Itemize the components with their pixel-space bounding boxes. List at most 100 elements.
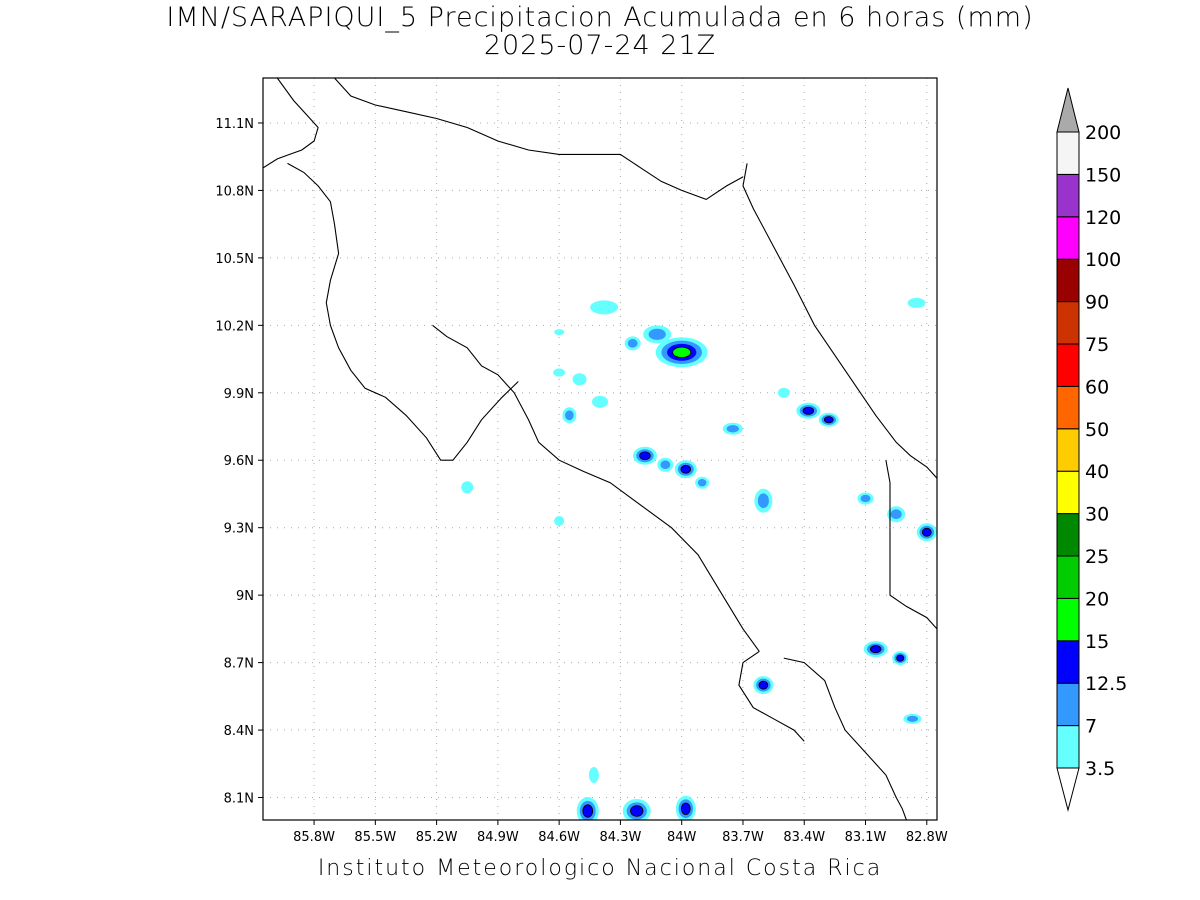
rain-cell [947,675,959,687]
rain-cell [461,481,474,494]
rain-cell [672,346,692,358]
lon-tick-label: 83.1W [845,830,887,845]
rain-cell [945,354,959,365]
lat-tick-label: 10.5N [215,252,254,267]
rain-cell [939,305,955,319]
rain-cell [823,416,834,424]
colorbar-swatch [1056,513,1080,557]
rain-cell [947,533,956,540]
rain-cell [554,329,565,336]
colorbar-swatch [1056,597,1080,642]
colorbar-swatch [1056,131,1080,175]
colorbar-swatch [1056,555,1080,599]
lon-tick-label: 84.9W [477,830,519,845]
rain-cell [869,645,882,654]
map-subtitle: 2025-07-24 21Z [483,30,717,61]
colorbar-lower-arrow [1056,767,1080,812]
rain-cell [697,479,707,487]
rain-cell [802,406,815,415]
rain-cell [890,509,902,520]
colorbar-swatch [1056,385,1080,430]
lat-tick-label: 10.8N [215,184,254,199]
map-title: IMN/SARAPIQUI_5 Precipitacion Acumulada … [166,2,1034,33]
rain-cell [639,451,651,461]
rain-cell [627,339,638,348]
rain-cell [592,395,608,408]
coastlines [263,78,937,820]
colorbar-label: 25 [1085,546,1109,568]
colorbar-label: 7 [1085,716,1097,738]
rain-cell [588,767,599,784]
colorbar-label: 40 [1085,461,1109,483]
colorbar-swatch [1056,216,1080,260]
rain-cell [726,425,739,433]
colorbar-swatch [1056,343,1080,387]
colorbar-label: 75 [1085,334,1109,356]
rain-cell [553,368,566,377]
coastline [334,78,744,201]
colorbar-label: 20 [1085,588,1109,610]
rain-cell [953,389,961,396]
rain-cell [948,385,967,401]
lat-tick-label: 11.1N [215,117,254,132]
lat-tick-label: 8.4N [224,724,254,739]
rain-cell [590,300,619,315]
coastline [885,460,891,528]
rain-cell [896,654,905,662]
colorbar-label: 200 [1085,122,1121,144]
colorbar-label: 60 [1085,376,1109,398]
lat-tick-label: 9.6N [224,454,254,469]
colorbar-swatch [1056,428,1080,472]
rain-cell [860,494,871,503]
colorbar: 3.5 7 12.5 15 20 25 30 40 50 60 75 90 100 120 150 200 [1056,87,1127,812]
rain-cell [554,515,565,526]
rain-cell [648,328,666,340]
rain-cell [572,373,587,386]
lat-tick-label: 8.1N [224,792,254,807]
colorbar-label: 3.5 [1085,758,1115,780]
lat-tick-label: 9.3N [224,522,254,537]
rain-cell [940,350,962,368]
colorbar-label: 30 [1085,504,1109,526]
rain-cell [680,802,691,815]
rain-cell [660,460,671,470]
lat-tick-label: 8.7N [224,657,254,672]
colorbar-swatch [1056,173,1080,218]
coastline [287,162,519,461]
colorbar-label: 15 [1085,631,1109,653]
rain-cell [945,383,969,403]
colorbar-swatch [1056,258,1080,303]
lon-tick-label: 84.3W [600,830,642,845]
colorbar-upper-arrow [1056,87,1080,133]
rain-cell [907,297,926,308]
lon-tick-label: 85.2W [416,830,458,845]
colorbar-swatch [1056,301,1080,345]
coastline [742,163,937,479]
rain-cell [777,387,790,398]
rain-cell [921,527,932,537]
lon-tick-label: 84W [667,830,697,845]
colorbar-swatch [1056,470,1080,515]
lat-tick-label: 10.2N [215,319,254,334]
rain-cells [461,297,969,820]
rain-cell [680,464,692,474]
lon-tick-label: 83.4W [783,830,825,845]
colorbar-label: 12.5 [1085,673,1127,695]
rain-cell [630,805,644,817]
footer-credit: Instituto Meteorologico Nacional Costa R… [317,856,883,881]
map-frame [262,77,938,821]
rain-cell [565,410,574,421]
lon-tick-label: 85.8W [293,830,335,845]
coastline [738,650,805,742]
coastline [432,324,760,652]
rain-cell [757,493,769,509]
colorbar-swatch [1056,725,1080,769]
colorbar-label: 150 [1085,164,1121,186]
rain-cell [582,804,594,818]
coastline [783,657,907,820]
colorbar-label: 120 [1085,207,1121,229]
colorbar-label: 90 [1085,292,1109,314]
rain-cell [906,715,919,722]
rain-cell [758,680,769,690]
